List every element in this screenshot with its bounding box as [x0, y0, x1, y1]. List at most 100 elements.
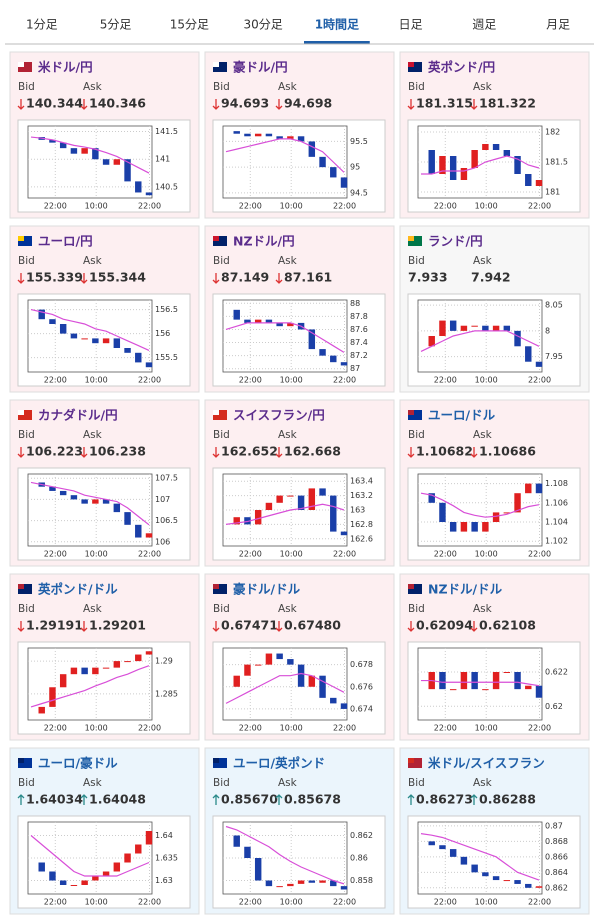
candle [145, 651, 153, 655]
y-tick-label: 0.622 [545, 668, 568, 677]
candle [102, 159, 110, 165]
candle [244, 133, 251, 137]
candle [297, 495, 305, 510]
candle [525, 174, 532, 186]
ask-value: 0.67480 [284, 618, 341, 633]
candle [297, 136, 305, 142]
candle [81, 667, 88, 675]
flag [408, 62, 422, 72]
pair-title: 豪ドル/円 [233, 60, 288, 75]
candle [102, 338, 110, 344]
candle [145, 362, 153, 368]
flag [213, 410, 219, 415]
y-tick-label: 1.29 [155, 657, 173, 666]
candle [265, 319, 273, 323]
y-tick-label: 106.5 [155, 516, 178, 525]
tab[interactable]: 日足 [399, 18, 423, 32]
trend-arrow [275, 447, 283, 458]
chart-box [212, 119, 386, 213]
x-tick-label: 10:00 [280, 724, 303, 733]
x-tick-label: 22:00 [528, 898, 551, 907]
candle [308, 880, 316, 883]
trend-arrow [80, 273, 88, 284]
candle [471, 672, 478, 690]
pair-title: 英ポンド/ドル [38, 582, 118, 597]
x-tick-label: 22:00 [239, 202, 262, 211]
trend-arrow [212, 621, 220, 632]
moving-average [225, 138, 345, 173]
tab[interactable]: 1時間足 [315, 17, 359, 32]
candle [514, 493, 521, 513]
candle [102, 499, 110, 504]
tab[interactable]: 月足 [546, 18, 570, 32]
tab[interactable]: 1分足 [26, 18, 58, 32]
candle [319, 349, 326, 356]
x-tick-label: 10:00 [475, 724, 498, 733]
tab[interactable]: 30分足 [243, 18, 282, 32]
candle [265, 880, 273, 887]
candle [135, 352, 142, 363]
candle [308, 329, 316, 350]
flag [408, 758, 422, 768]
ask-value: 7.942 [471, 270, 511, 285]
x-tick-label: 10:00 [280, 898, 303, 907]
y-tick-label: 1.635 [155, 854, 178, 863]
x-tick-label: 22:00 [333, 376, 356, 385]
candle [525, 483, 532, 494]
x-tick-label: 22:00 [528, 202, 551, 211]
flag [408, 410, 414, 415]
pair-title: ユーロ/英ポンド [233, 756, 325, 771]
flag [408, 758, 414, 763]
tab[interactable]: 15分足 [170, 18, 209, 32]
candle [514, 880, 521, 884]
moving-average [225, 672, 345, 704]
moving-average [30, 309, 150, 351]
tab[interactable]: 5分足 [100, 18, 132, 32]
candle [244, 664, 251, 676]
bid-value: 0.86273 [416, 792, 473, 807]
ask-value: 1.64048 [89, 792, 146, 807]
x-tick-label: 10:00 [85, 202, 108, 211]
pair-title: ランド/円 [428, 234, 483, 249]
plot-frame [27, 299, 153, 373]
candle [70, 885, 78, 886]
tab[interactable]: 週足 [472, 18, 496, 32]
candle [525, 685, 532, 690]
candle [92, 499, 99, 504]
moving-average [420, 492, 540, 518]
trend-arrow [212, 99, 220, 110]
y-tick-label: 87.2 [350, 351, 368, 360]
plot-frame [222, 125, 348, 199]
y-tick-label: 0.864 [545, 868, 568, 877]
ask-value: 181.322 [479, 96, 536, 111]
y-tick-label: 0.62 [545, 702, 563, 711]
chart-box [212, 467, 386, 561]
ask-value: 0.62108 [479, 618, 536, 633]
y-tick-label: 1.102 [545, 537, 568, 546]
plot-frame [417, 647, 543, 721]
candle [113, 338, 121, 348]
candle [265, 133, 273, 137]
bid-label: Bid [18, 81, 35, 93]
candle [439, 156, 446, 174]
pair-title: ユーロ/円 [38, 234, 93, 249]
bid-label: Bid [213, 777, 230, 789]
candle [233, 309, 240, 320]
candle [244, 319, 251, 323]
